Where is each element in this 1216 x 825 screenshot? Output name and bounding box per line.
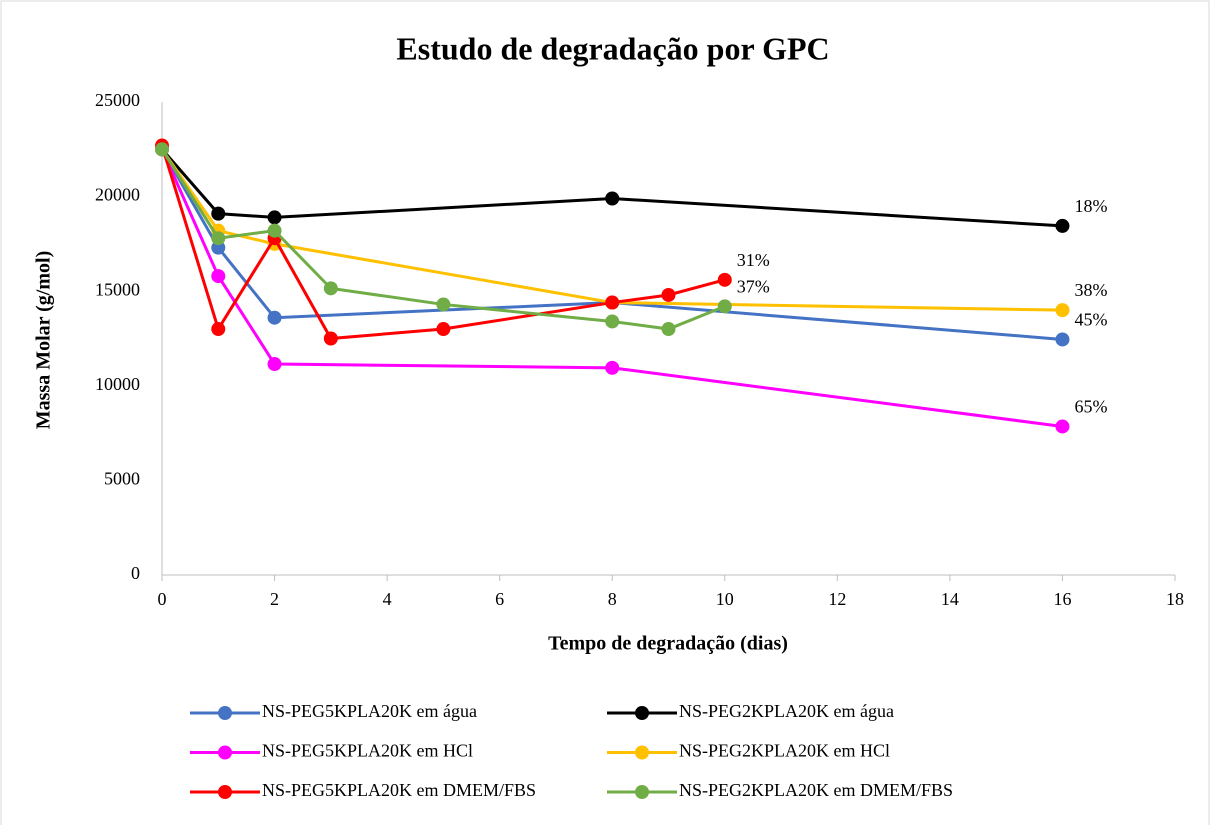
y-tick-label: 5000 [104, 469, 140, 489]
data-point [605, 191, 620, 206]
legend-marker [218, 706, 232, 720]
x-tick-label: 12 [828, 589, 846, 609]
annotation: 37% [737, 276, 770, 296]
annotation: 45% [1074, 310, 1107, 330]
legend-marker [635, 706, 649, 720]
x-tick-label: 14 [941, 589, 959, 609]
data-point [211, 231, 226, 246]
data-point [211, 206, 226, 221]
y-tick-label: 25000 [95, 90, 140, 110]
legend-label: NS-PEG2KPLA20K em HCl [679, 741, 890, 761]
annotation: 38% [1074, 280, 1107, 300]
annotation: 65% [1074, 397, 1107, 417]
data-point [1055, 419, 1070, 434]
data-point [1055, 218, 1070, 233]
series-line [160, 148, 726, 331]
x-tick-label: 4 [383, 589, 392, 609]
data-point [267, 357, 282, 372]
x-tick-label: 0 [158, 589, 167, 609]
legend-label: NS-PEG2KPLA20K em DMEM/FBS [679, 780, 953, 800]
annotation: 31% [737, 250, 770, 270]
legend-label: NS-PEG5KPLA20K em água [262, 701, 477, 721]
data-point [661, 322, 676, 337]
chart-title: Estudo de degradação por GPC [396, 30, 829, 66]
y-axis-label: Massa Molar (g/mol) [33, 251, 55, 430]
data-point [323, 331, 338, 346]
x-axis-label: Tempo de degradação (dias) [548, 633, 788, 655]
data-point [267, 223, 282, 238]
legend-label: NS-PEG2KPLA20K em água [679, 701, 894, 721]
annotation: 18% [1074, 196, 1107, 216]
legend-label: NS-PEG5KPLA20K em DMEM/FBS [262, 780, 536, 800]
x-tick-label: 8 [608, 589, 617, 609]
data-point [605, 314, 620, 329]
data-point [717, 299, 732, 314]
data-point [436, 322, 451, 337]
y-tick-label: 15000 [95, 279, 140, 299]
legend-marker [218, 785, 232, 799]
data-point [211, 269, 226, 284]
legend-marker [218, 745, 232, 760]
data-point [661, 287, 676, 302]
y-tick-label: 0 [131, 563, 140, 583]
data-point [155, 142, 169, 157]
data-point [267, 310, 282, 325]
legend-marker [635, 785, 649, 799]
data-point [323, 281, 338, 296]
x-tick-label: 2 [270, 589, 279, 609]
series-line [160, 145, 726, 341]
legend-marker [635, 745, 649, 760]
y-tick-label: 10000 [95, 374, 140, 394]
y-tick-label: 20000 [95, 185, 140, 205]
data-point [717, 272, 732, 287]
x-tick-label: 18 [1166, 589, 1184, 609]
data-point [211, 322, 226, 337]
x-tick-label: 10 [716, 589, 734, 609]
data-point [1055, 332, 1070, 347]
data-point [1055, 303, 1070, 318]
x-tick-label: 6 [495, 589, 504, 609]
x-tick-label: 16 [1053, 589, 1071, 609]
data-point [605, 295, 620, 310]
legend-label: NS-PEG5KPLA20K em HCl [262, 741, 473, 761]
data-point [436, 297, 451, 312]
data-point [605, 360, 620, 375]
data-point [267, 210, 282, 225]
